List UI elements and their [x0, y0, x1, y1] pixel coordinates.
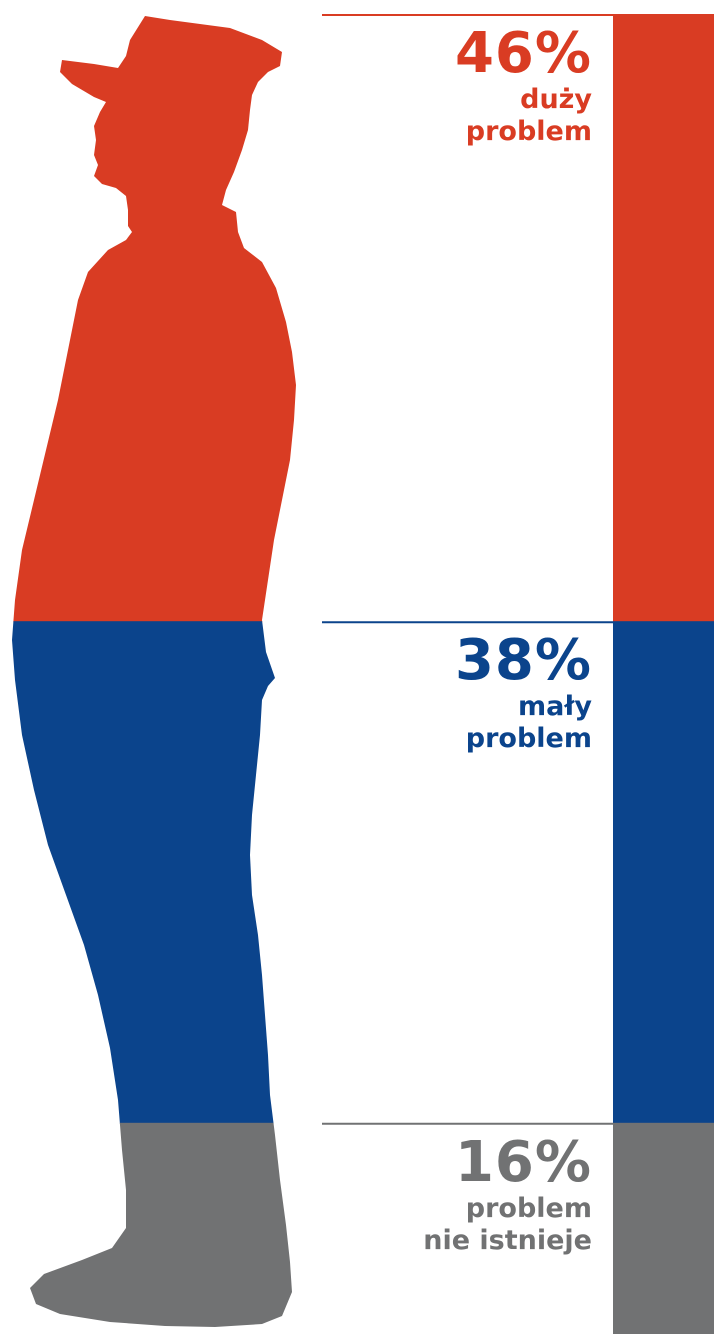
segment-label-0: 46% duży problem	[455, 24, 592, 148]
segment-percent-2: 16%	[454, 1129, 592, 1195]
person-band-0	[12, 16, 296, 623]
segment-text-2-1: nie istnieje	[423, 1224, 592, 1256]
segment-percent-0: 46%	[454, 21, 592, 86]
bar-segment-1	[613, 621, 714, 1124]
segment-text-1-0: mały	[518, 691, 592, 723]
segment-percent-1: 38%	[454, 628, 592, 694]
segment-text-2-0: problem	[465, 1192, 592, 1224]
segment-text-1-1: problem	[465, 723, 592, 755]
person-silhouette	[12, 16, 296, 1327]
person-band-2	[12, 1122, 296, 1327]
person-band-1	[12, 621, 296, 1124]
segment-rules	[322, 14, 613, 1125]
segment-text-0-1: problem	[465, 116, 592, 147]
segment-label-2: 16% problem nie istnieje	[423, 1129, 592, 1257]
segment-text-0-0: duży	[520, 84, 592, 115]
segment-label-1: 38% mały problem	[455, 631, 592, 755]
stacked-bar	[613, 14, 714, 1334]
bar-segment-2	[613, 1122, 714, 1334]
bar-segment-0	[613, 14, 714, 623]
